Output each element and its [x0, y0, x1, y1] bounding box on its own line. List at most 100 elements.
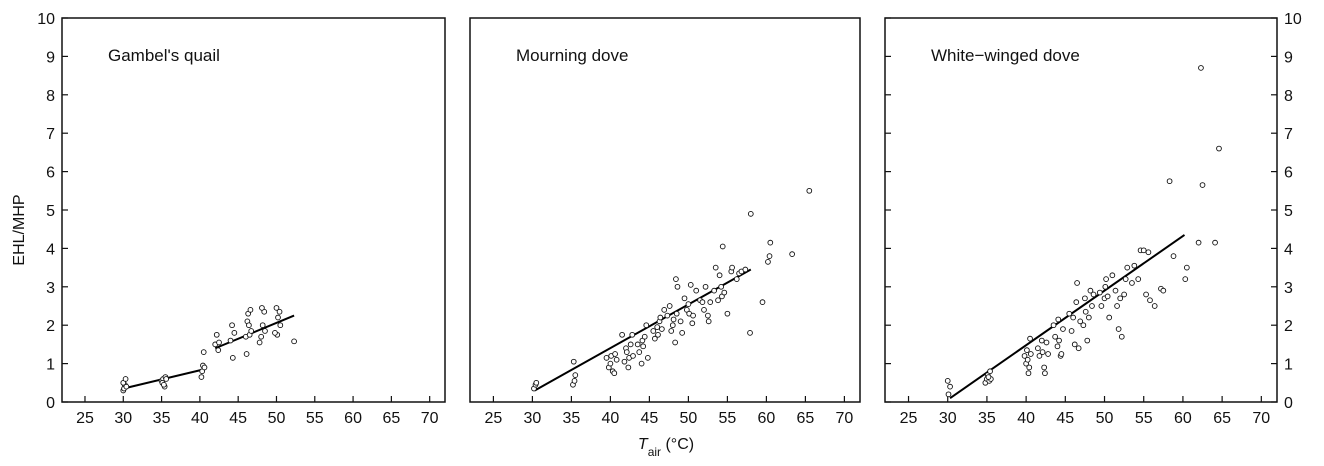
y-tick-label: 6 [1284, 165, 1293, 182]
data-point [1096, 289, 1103, 296]
x-tick-label: 40 [191, 410, 209, 427]
data-point [641, 333, 648, 340]
data-point [668, 328, 675, 334]
chart-title: Mourning dove [516, 46, 628, 65]
chart-panel-3: 25 30 35 40 45 50 55 60 65 70012345678910White−wi… [884, 11, 1302, 427]
data-point [687, 282, 694, 288]
data-point [673, 310, 680, 317]
data-point [1038, 337, 1045, 344]
data-point [765, 258, 771, 265]
chart-title: White−winged dove [931, 46, 1080, 65]
data-point [1121, 291, 1127, 298]
data-point [1143, 291, 1149, 298]
data-point [711, 287, 717, 294]
data-point [1060, 326, 1066, 332]
data-point [659, 326, 665, 332]
x-tick-label: 25 [485, 410, 503, 427]
data-point [1055, 316, 1062, 323]
data-point [806, 187, 813, 194]
data-point [654, 324, 661, 330]
x-tick-label: 70 [836, 410, 854, 427]
data-point [1071, 341, 1078, 348]
data-point [1021, 353, 1028, 359]
data-point [670, 316, 677, 323]
plot-frame [469, 17, 861, 403]
data-point [215, 347, 222, 354]
data-point [259, 322, 266, 329]
x-tick-label: 55 [1135, 410, 1153, 427]
data-point [1066, 310, 1073, 317]
data-point [690, 312, 696, 319]
data-point [1117, 295, 1124, 302]
data-point [1145, 249, 1152, 256]
data-point [747, 210, 754, 217]
data-point [657, 314, 664, 321]
data-point [272, 330, 278, 336]
y-tick-label: 0 [46, 395, 55, 412]
data-point [570, 358, 577, 365]
data-point [273, 305, 280, 311]
x-tick-label: 35 [153, 410, 171, 427]
data-point [944, 378, 951, 384]
data-point [627, 341, 634, 348]
data-point [1041, 364, 1048, 371]
x-tick-label: 70 [1252, 410, 1270, 427]
x-tick-label: 30 [114, 410, 132, 427]
data-point [603, 354, 610, 361]
data-point [201, 364, 208, 371]
data-point [216, 339, 222, 346]
data-point [643, 322, 650, 329]
y-tick-label: 5 [46, 203, 55, 220]
y-tick-label: 7 [1284, 126, 1293, 143]
y-tick-label: 8 [1284, 88, 1293, 105]
data-point [705, 312, 711, 319]
data-point [1082, 308, 1089, 315]
data-point [1026, 364, 1033, 371]
x-tick-label: 70 [421, 410, 439, 427]
data-point [1024, 347, 1030, 354]
data-point [1077, 318, 1084, 325]
x-tick-label: 60 [1174, 410, 1192, 427]
data-point [689, 320, 696, 327]
data-point [669, 322, 676, 329]
data-point [1084, 337, 1091, 344]
data-point [1074, 280, 1080, 286]
data-point [612, 351, 618, 357]
data-point [122, 376, 129, 382]
data-point [1052, 333, 1058, 340]
data-point [724, 310, 731, 317]
y-tick-label: 3 [46, 280, 55, 297]
data-point [1131, 262, 1138, 269]
data-point [719, 243, 726, 250]
data-point [1160, 287, 1167, 294]
x-tick-label: 50 [268, 410, 286, 427]
data-point [1140, 247, 1147, 254]
data-point [1166, 178, 1173, 185]
data-point [1212, 239, 1218, 246]
data-point [1024, 356, 1031, 363]
x-tick-label: 65 [382, 410, 400, 427]
x-axis-label-main: T [638, 436, 649, 453]
regression-line [214, 314, 295, 350]
data-point [1068, 328, 1075, 334]
data-point [231, 330, 238, 336]
x-tick-label: 45 [229, 410, 247, 427]
data-point [213, 331, 220, 338]
data-point [630, 353, 636, 359]
data-point [1075, 345, 1082, 352]
data-point [611, 370, 618, 377]
x-tick-label: 30 [524, 410, 542, 427]
y-tick-label: 1 [1284, 357, 1293, 374]
data-point [1114, 303, 1120, 309]
data-point [721, 289, 728, 296]
y-tick-label: 4 [1284, 241, 1293, 258]
data-point [1056, 337, 1062, 344]
y-tick-label: 10 [37, 11, 55, 28]
data-point [987, 368, 993, 375]
x-tick-label: 60 [758, 410, 776, 427]
data-point [1135, 276, 1142, 282]
regression-line [534, 268, 752, 392]
plot-frame [884, 17, 1278, 403]
